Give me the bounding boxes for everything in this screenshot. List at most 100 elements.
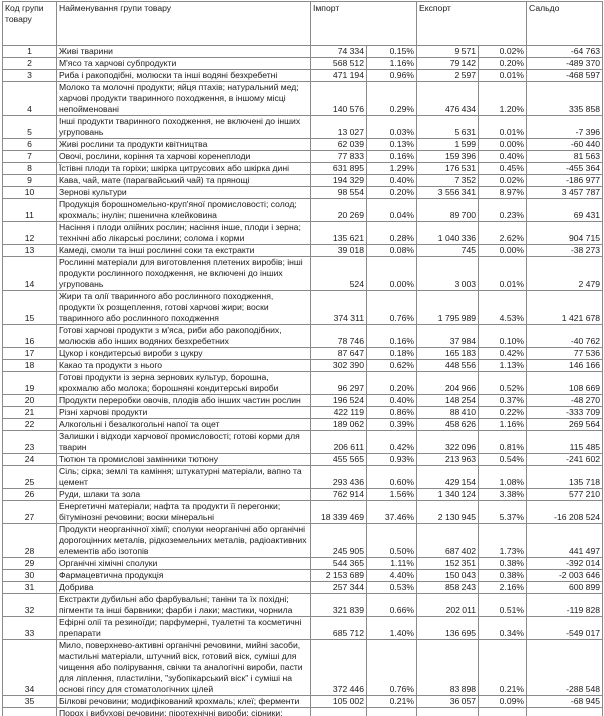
- group-name: Порох і вибухові речовини; піротехнічні …: [56, 707, 311, 716]
- table-row: 36Порох і вибухові речовини; піротехнічн…: [2, 707, 604, 716]
- import-share: 1.16%: [365, 57, 418, 70]
- import-share: 0.00%: [365, 256, 418, 291]
- import-value: 524: [310, 256, 367, 291]
- export-share: 0.38%: [478, 569, 528, 582]
- table-row: 20 Продукти переробки овочів, плодів або …: [2, 394, 604, 407]
- group-code: 25: [2, 465, 57, 489]
- export-value: 9 571: [416, 45, 480, 58]
- import-value: 19 174: [310, 707, 367, 716]
- import-value: 471 194: [310, 69, 367, 82]
- balance: 577 210: [526, 488, 604, 501]
- import-share: 1.56%: [365, 488, 418, 501]
- import-share: 0.28%: [365, 221, 418, 245]
- balance: -392 014: [526, 557, 604, 570]
- group-code: 10: [2, 186, 57, 199]
- group-name: Продукти неорганічної хімії; сполуки нео…: [56, 523, 311, 558]
- export-share: 5.37%: [478, 500, 528, 524]
- group-code: 1: [2, 45, 57, 58]
- balance: -489 370: [526, 57, 604, 70]
- import-share: 0.96%: [365, 69, 418, 82]
- export-value: 429 154: [416, 465, 480, 489]
- import-value: 87 647: [310, 347, 367, 360]
- balance: -455 364: [526, 162, 604, 175]
- import-share: 1.11%: [365, 557, 418, 570]
- import-value: 455 565: [310, 453, 367, 466]
- group-code: 9: [2, 174, 57, 187]
- table-row: 24 Тютюн та промислові замінники тютюну 45…: [2, 453, 604, 466]
- table-row: 21 Різні харчові продукти 422 119 0.86% 88 4…: [2, 406, 604, 419]
- group-code: 15: [2, 290, 57, 325]
- import-share: 0.60%: [365, 465, 418, 489]
- export-value: 7 352: [416, 174, 480, 187]
- balance: 441 497: [526, 523, 604, 558]
- balance: 904 715: [526, 221, 604, 245]
- export-value: 213 963: [416, 453, 480, 466]
- group-name: Риба і ракоподібні, молюски та інші водя…: [56, 69, 311, 82]
- balance: -288 548: [526, 639, 604, 696]
- group-code: 24: [2, 453, 57, 466]
- export-share: 0.38%: [478, 557, 528, 570]
- group-name: Камеді, смоли та інші рослинні соки та е…: [56, 244, 311, 257]
- balance: 335 858: [526, 81, 604, 116]
- balance: -40 762: [526, 324, 604, 348]
- export-value: 89 700: [416, 198, 480, 222]
- import-value: 293 436: [310, 465, 367, 489]
- import-value: 374 311: [310, 290, 367, 325]
- import-share: 0.62%: [365, 359, 418, 372]
- export-share: 0.22%: [478, 406, 528, 419]
- table-row: 22 Алкогольні і безалкогольні напої та оц…: [2, 418, 604, 431]
- group-name: Мило, поверхнево-активні органічні речов…: [56, 639, 311, 696]
- group-name: Фармацевтична продукція: [56, 569, 311, 582]
- table-row: 33 Ефірні олії та резиноїди; парфумерні, …: [2, 616, 604, 640]
- export-value: 36 057: [416, 695, 480, 708]
- group-code: 19: [2, 371, 57, 395]
- table-row: 2 М'ясо та харчові субпродукти 568 512 1.16…: [2, 57, 604, 70]
- column-header: Експорт: [416, 1, 528, 46]
- import-value: 39 018: [310, 244, 367, 257]
- import-value: 631 895: [310, 162, 367, 175]
- group-name: Екстракти дубильні або фарбувальні; тані…: [56, 593, 311, 617]
- balance: -60 440: [526, 138, 604, 151]
- table-row: 1 Живі тварини 74 334 0.15% 9 571 0.02% -64 76…: [2, 45, 604, 58]
- group-name: Насіння і плоди олійних рослин; насіння …: [56, 221, 311, 245]
- group-name: Молоко та молочні продукти; яйця птахів;…: [56, 81, 311, 116]
- column-header: Імпорт: [309, 1, 418, 46]
- export-value: 1 340 124: [416, 488, 480, 501]
- group-code: 4: [2, 81, 57, 116]
- import-share: 0.13%: [365, 138, 418, 151]
- export-share: 0.52%: [478, 371, 528, 395]
- export-share: 0.20%: [478, 57, 528, 70]
- group-code: 12: [2, 221, 57, 245]
- group-code: 28: [2, 523, 57, 558]
- group-name: Інші продукти тваринного походження, не …: [56, 115, 311, 139]
- export-share: 0.42%: [478, 347, 528, 360]
- export-value: 1 040 336: [416, 221, 480, 245]
- table-row: 15 Жири та олії тваринного або рослинного…: [2, 290, 604, 325]
- import-value: 685 712: [310, 616, 367, 640]
- import-share: 0.66%: [365, 593, 418, 617]
- group-name: Тютюн та промислові замінники тютюну: [56, 453, 311, 466]
- export-share: 1.16%: [478, 418, 528, 431]
- group-name: Руди, шлаки та зола: [56, 488, 311, 501]
- group-name: Живі рослини та продукти квітництва: [56, 138, 311, 151]
- group-name: Живі тварини: [56, 45, 311, 58]
- import-share: 0.18%: [365, 347, 418, 360]
- balance: 1 421 678: [526, 290, 604, 325]
- import-value: 196 524: [310, 394, 367, 407]
- import-share: 0.76%: [365, 639, 418, 696]
- group-code: 13: [2, 244, 57, 257]
- import-share: 1.40%: [365, 616, 418, 640]
- balance: -333 709: [526, 406, 604, 419]
- table-row: 8 Їстівні плоди та горіхи; шкірка цитрусо…: [2, 162, 604, 175]
- table-row: 27 Енергетичні матеріали; нафта та продук…: [2, 500, 604, 524]
- group-code: 14: [2, 256, 57, 291]
- import-value: 13 027: [310, 115, 367, 139]
- import-value: 18 339 469: [310, 500, 367, 524]
- import-share: 0.40%: [365, 394, 418, 407]
- export-value: 476 434: [416, 81, 480, 116]
- group-name: Продукція борошномельно-круп'яної промис…: [56, 198, 311, 222]
- group-name: Залишки і відходи харчової промисловості…: [56, 430, 311, 454]
- import-value: 20 269: [310, 198, 367, 222]
- export-share: 0.04%: [478, 707, 528, 716]
- export-value: 458 626: [416, 418, 480, 431]
